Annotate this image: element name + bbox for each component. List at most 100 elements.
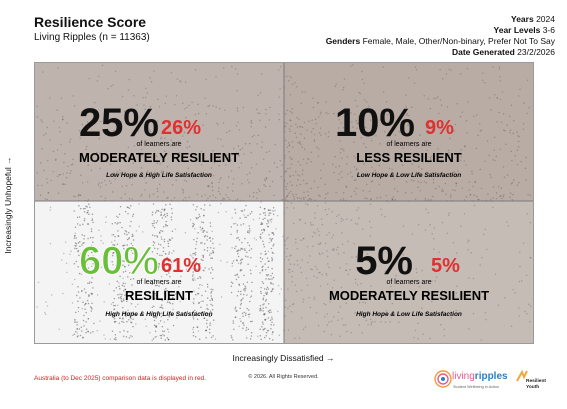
scatter-point [217, 190, 220, 193]
scatter-point [413, 336, 415, 339]
scatter-point [87, 209, 89, 212]
scatter-point [119, 221, 121, 224]
scatter-point [192, 222, 194, 225]
scatter-point [132, 277, 135, 280]
scatter-point [349, 268, 351, 271]
scatter-point [324, 316, 326, 318]
scatter-point [153, 222, 155, 225]
scatter-point [473, 115, 475, 118]
scatter-point [243, 293, 245, 296]
scatter-point [298, 125, 301, 128]
scatter-point [91, 218, 94, 220]
scatter-point [394, 198, 397, 201]
scatter-point [212, 237, 214, 240]
scatter-point [270, 327, 272, 330]
scatter-point [375, 115, 377, 118]
scatter-point [294, 132, 296, 134]
scatter-point [153, 324, 156, 326]
scatter-point [156, 196, 159, 198]
scatter-point [61, 115, 64, 118]
scatter-point [70, 250, 72, 253]
scatter-point [287, 329, 290, 331]
y-axis-label: Increasingly Unhopeful → [3, 156, 13, 254]
scatter-point [268, 150, 271, 153]
scatter-point [472, 185, 474, 188]
scatter-point [338, 165, 341, 167]
scatter-point [356, 209, 358, 212]
scatter-point [430, 155, 433, 158]
scatter-point [367, 257, 370, 259]
scatter-point [209, 225, 212, 228]
scatter-point [249, 212, 252, 215]
scatter-point [199, 242, 202, 244]
scatter-point [468, 181, 471, 183]
scatter-point [191, 275, 194, 277]
scatter-point [164, 259, 166, 261]
scatter-point [250, 290, 253, 292]
scatter-point [112, 129, 115, 132]
scatter-point [164, 137, 166, 139]
scatter-point [468, 189, 471, 191]
scatter-point [356, 122, 358, 124]
scatter-point [219, 178, 221, 180]
meta-date-generated: Date Generated 23/2/2026 [451, 47, 555, 57]
scatter-point [329, 300, 331, 303]
scatter-point [184, 196, 187, 199]
scatter-point [337, 127, 340, 129]
scatter-point [267, 266, 269, 269]
scatter-point [291, 193, 294, 196]
scatter-point [278, 113, 280, 116]
scatter-point [41, 71, 44, 73]
scatter-point [74, 321, 76, 323]
scatter-point [455, 173, 457, 175]
scatter-point [157, 243, 160, 245]
scatter-point [435, 97, 437, 100]
scatter-point [338, 173, 341, 175]
scatter-point [196, 318, 199, 320]
scatter-point [250, 125, 252, 128]
scatter-point [246, 294, 248, 296]
scatter-point [127, 213, 129, 215]
scatter-point [262, 212, 265, 214]
scatter-point [289, 167, 291, 169]
scatter-point [163, 265, 165, 267]
scatter-point [43, 169, 45, 172]
scatter-point [340, 286, 343, 289]
scatter-point [265, 151, 268, 154]
scatter-point [287, 307, 289, 309]
scatter-point [287, 236, 289, 239]
scatter-point [119, 317, 121, 320]
scatter-point [290, 202, 293, 204]
scatter-point [368, 105, 370, 107]
scatter-point [204, 194, 206, 196]
scatter-point [75, 311, 77, 314]
scatter-point [64, 183, 66, 185]
quadrant-percent: 10% [335, 101, 415, 145]
quadrant-label: MODERATELY RESILIENT [79, 150, 239, 165]
resilient-youth-text: Resilient Youth [526, 379, 546, 390]
scatter-point [325, 111, 327, 114]
scatter-point [368, 190, 371, 193]
scatter-point [161, 307, 164, 309]
scatter-point [200, 164, 203, 166]
scatter-point [398, 155, 401, 157]
copyright-text: © 2026. All Rights Reserved. [248, 374, 319, 380]
scatter-point [415, 173, 417, 175]
scatter-point [278, 118, 280, 121]
scatter-point [262, 240, 264, 243]
scatter-point [246, 307, 248, 310]
scatter-point [87, 295, 90, 298]
scatter-point [124, 111, 126, 113]
scatter-point [91, 277, 93, 279]
scatter-point [282, 235, 284, 238]
scatter-point [366, 132, 368, 135]
scatter-point [201, 311, 204, 313]
scatter-point [319, 253, 321, 256]
scatter-point [242, 223, 245, 225]
scatter-point [306, 182, 309, 184]
scatter-point [47, 192, 50, 194]
scatter-point [255, 163, 258, 165]
scatter-point [382, 66, 384, 68]
scatter-point [267, 329, 269, 332]
scatter-point [338, 214, 340, 216]
